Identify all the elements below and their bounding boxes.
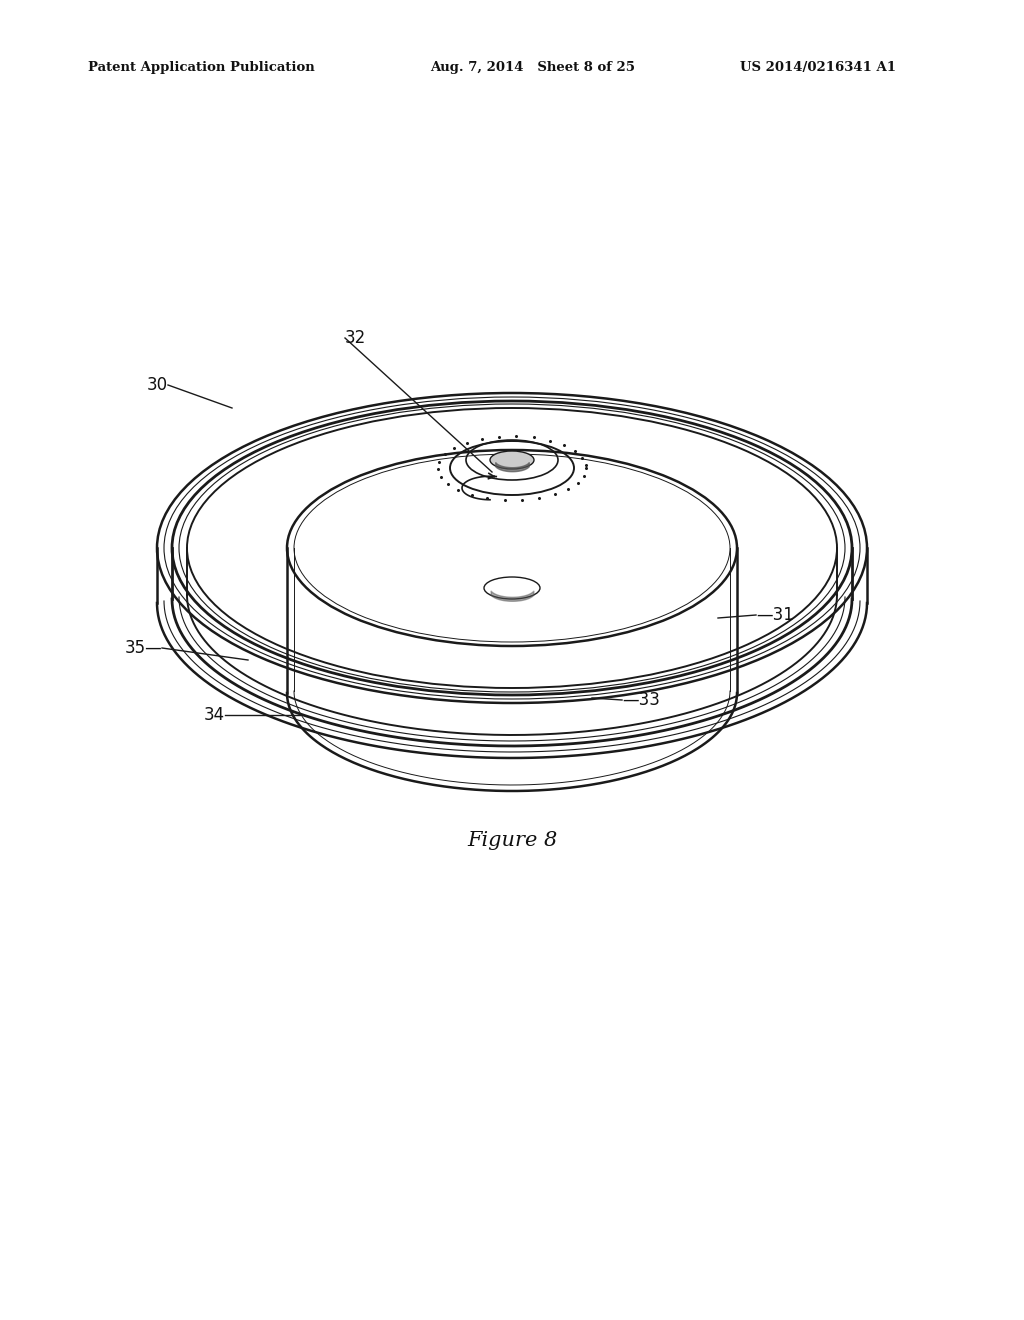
- Text: —31: —31: [756, 606, 794, 624]
- Text: 30: 30: [146, 376, 168, 393]
- Text: 32: 32: [345, 329, 367, 347]
- Text: Aug. 7, 2014   Sheet 8 of 25: Aug. 7, 2014 Sheet 8 of 25: [430, 62, 635, 74]
- Text: Figure 8: Figure 8: [467, 830, 557, 850]
- Text: 34: 34: [204, 706, 225, 723]
- Text: —33: —33: [622, 690, 659, 709]
- Text: US 2014/0216341 A1: US 2014/0216341 A1: [740, 62, 896, 74]
- Text: Patent Application Publication: Patent Application Publication: [88, 62, 314, 74]
- Text: 35—: 35—: [124, 639, 162, 657]
- Ellipse shape: [490, 451, 534, 469]
